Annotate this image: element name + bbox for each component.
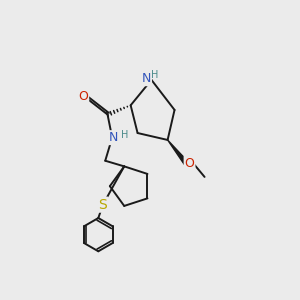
Text: S: S <box>99 198 107 212</box>
Polygon shape <box>168 140 188 164</box>
Text: N: N <box>109 131 118 144</box>
Text: H: H <box>121 130 129 140</box>
Text: H: H <box>151 70 158 80</box>
Text: N: N <box>142 72 151 85</box>
Text: O: O <box>184 157 194 169</box>
Text: O: O <box>78 90 88 103</box>
